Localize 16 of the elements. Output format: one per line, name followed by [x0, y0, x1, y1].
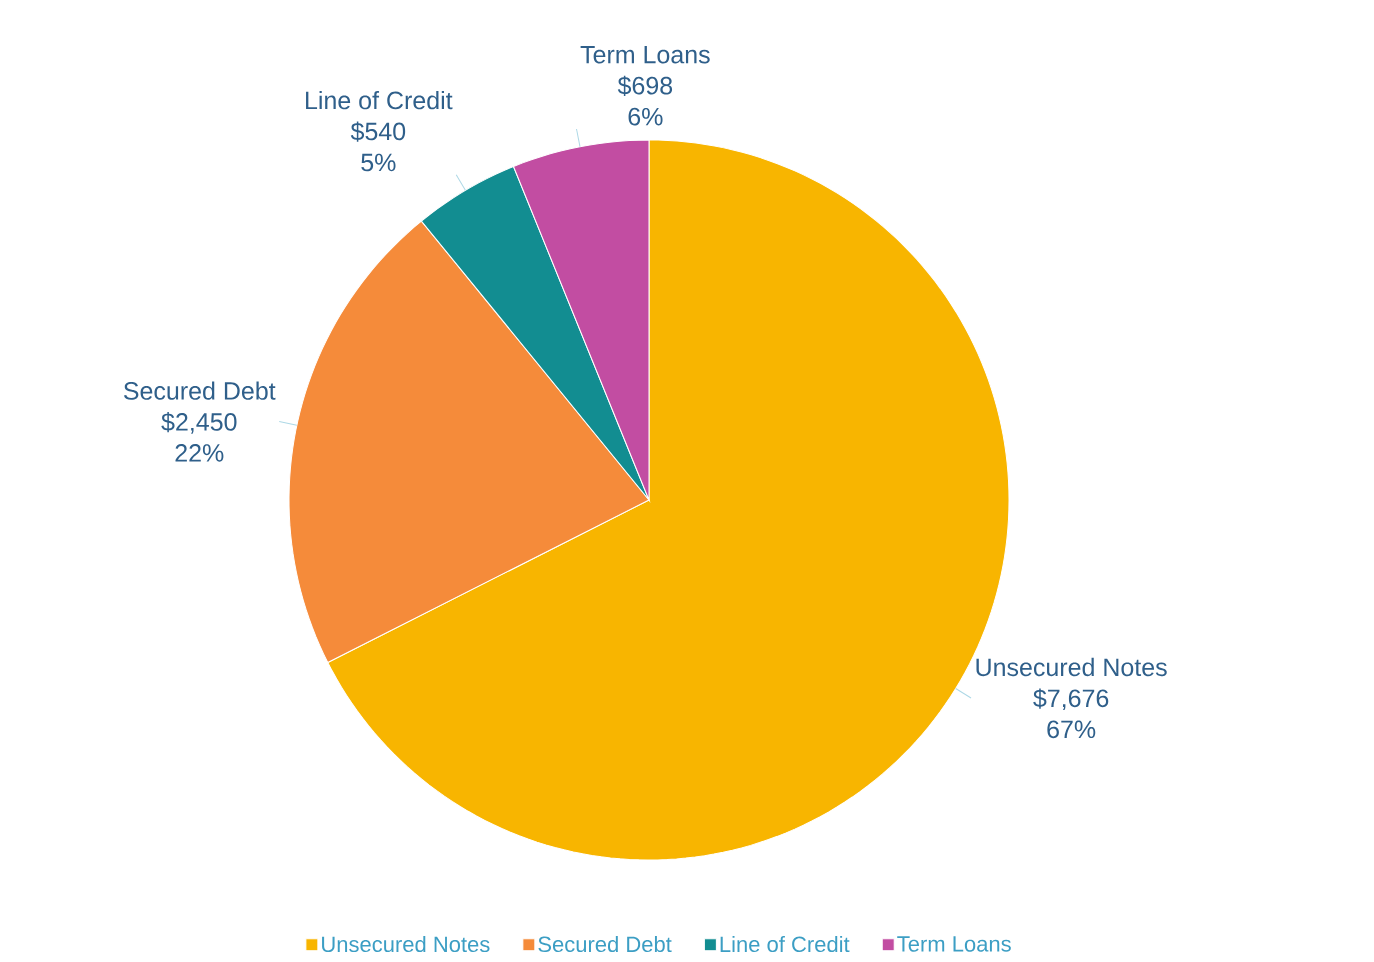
slice-label: Secured Debt	[123, 381, 276, 400]
slice-label: Unsecured Notes	[976, 657, 1167, 677]
legend-label: Secured Debt	[538, 935, 672, 953]
legend-label: Line of Credit	[720, 935, 850, 953]
data-label: $7,676	[1033, 688, 1109, 711]
text: 5%	[361, 153, 396, 172]
slice-label: Line of Credit	[306, 90, 453, 110]
text: 22%	[175, 444, 224, 462]
data-label: $2,450	[161, 412, 237, 434]
text: 67%	[1047, 720, 1096, 739]
legend-label: Unsecured Notes	[322, 935, 490, 953]
data-label: $698	[617, 75, 673, 96]
slice-label: Term Loans	[580, 46, 710, 64]
data-label: $540	[350, 121, 406, 142]
legend-label: Term Loans	[897, 936, 1011, 952]
text: 6%	[628, 107, 663, 126]
